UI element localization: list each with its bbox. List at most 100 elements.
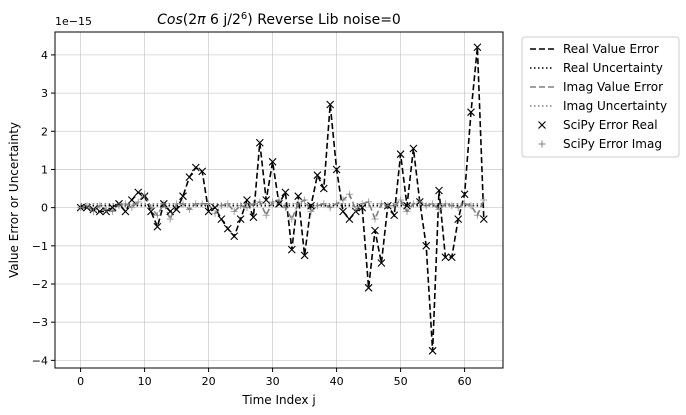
data-point-scipy-error-imag (109, 207, 117, 215)
legend-item-scipy-error-imag: SciPy Error Imag (538, 137, 662, 151)
data-point-scipy-error-real (396, 150, 405, 159)
legend-item-scipy-error-real: SciPy Error Real (538, 118, 658, 132)
data-point-scipy-error-imag (166, 215, 174, 223)
x-axis-label: Time Index j (241, 393, 315, 407)
y-tick-label: 1 (41, 163, 48, 176)
data-point-scipy-error-imag (403, 207, 411, 215)
series-line-imag-value-error (80, 192, 485, 222)
data-point-scipy-error-imag (313, 202, 321, 210)
data-point-scipy-error-real (281, 188, 290, 197)
data-point-scipy-error-real (307, 201, 315, 210)
data-point-scipy-error-real (230, 232, 239, 241)
y-tick-label: −3 (32, 316, 48, 329)
data-point-scipy-error-real (223, 224, 232, 233)
data-point-scipy-error-real (204, 207, 213, 216)
data-point-scipy-error-imag (377, 200, 385, 208)
data-point-scipy-error-imag (205, 200, 213, 208)
legend-label: SciPy Error Imag (563, 137, 662, 151)
data-point-scipy-error-real (300, 251, 309, 260)
legend-box (521, 36, 680, 158)
data-point-scipy-error-imag (179, 200, 187, 208)
legend-item-real-uncertainty: Real Uncertainty (530, 61, 663, 75)
data-point-scipy-error-imag (192, 200, 200, 208)
data-point-scipy-error-real (339, 207, 347, 216)
series-line-real-value-error (80, 47, 485, 351)
data-point-scipy-error-real (191, 163, 200, 172)
chart-title: Cos(2π 6 j/26) Reverse Lib noise=0 (157, 11, 401, 28)
data-point-scipy-error-imag (365, 198, 373, 206)
data-point-scipy-error-imag (467, 202, 475, 210)
grid (55, 32, 503, 368)
data-point-scipy-error-real (179, 192, 187, 201)
data-point-scipy-error-imag (83, 202, 91, 210)
data-point-scipy-error-imag (96, 202, 104, 210)
data-point-scipy-error-imag (198, 200, 206, 208)
data-point-scipy-error-real (134, 188, 143, 197)
axis-ticks: 0 10 20 30 40 50 60 −4 −3 −2 −1 0 1 2 3 4 (32, 49, 472, 388)
data-point-scipy-error-real (358, 203, 367, 212)
y-tick-label: 2 (41, 125, 48, 138)
data-point-scipy-error-real (409, 144, 418, 153)
data-point-scipy-error-real (275, 199, 283, 208)
data-point-scipy-error-real (377, 259, 386, 267)
data-point-scipy-error-real (255, 138, 264, 147)
data-point-scipy-error-imag (160, 200, 168, 208)
data-point-scipy-error-imag (320, 200, 328, 208)
x-tick-label: 40 (330, 375, 344, 388)
y-tick-label: 0 (41, 202, 48, 215)
data-point-scipy-error-real (294, 192, 303, 201)
data-point-scipy-error-imag (307, 207, 315, 215)
data-point-scipy-error-real (236, 215, 245, 223)
data-point-scipy-error-real (153, 222, 162, 231)
legend-swatch (538, 121, 546, 129)
data-point-scipy-error-imag (128, 204, 136, 212)
data-point-scipy-error-imag (371, 215, 379, 223)
data-point-scipy-error-imag (275, 196, 283, 204)
data-point-scipy-error-real (467, 108, 475, 117)
data-point-scipy-error-imag (473, 211, 481, 219)
data-point-scipy-error-imag (185, 206, 193, 214)
data-point-scipy-error-real (185, 173, 194, 181)
data-point-scipy-error-real (198, 167, 207, 176)
data-point-scipy-error-imag (448, 202, 456, 210)
data-point-scipy-error-imag (243, 204, 251, 212)
data-point-scipy-error-imag (134, 198, 142, 206)
data-point-scipy-error-imag (262, 211, 270, 219)
data-point-scipy-error-imag (454, 204, 462, 212)
data-point-scipy-error-real (428, 346, 437, 355)
data-point-scipy-error-imag (326, 204, 334, 212)
data-point-scipy-error-imag (249, 200, 257, 208)
data-point-scipy-error-real (403, 201, 411, 210)
legend-label: SciPy Error Real (563, 118, 658, 132)
data-point-scipy-error-imag (384, 202, 392, 210)
y-tick-label: −2 (32, 278, 48, 291)
data-point-scipy-error-real (371, 226, 379, 235)
data-point-scipy-error-imag (230, 207, 238, 215)
x-tick-label: 30 (266, 375, 280, 388)
data-point-scipy-error-imag (121, 200, 129, 208)
y-offset-text: 1e−15 (55, 15, 92, 28)
legend-item-imag-uncertainty: Imag Uncertainty (530, 99, 667, 113)
plot-frame (54, 31, 504, 369)
data-point-scipy-error-imag (269, 198, 277, 206)
data-point-scipy-error-real (147, 207, 155, 216)
data-point-scipy-error-imag (141, 190, 149, 198)
data-point-scipy-error-real (121, 207, 130, 216)
data-point-scipy-error-imag (416, 198, 424, 206)
data-point-scipy-error-imag (288, 215, 296, 223)
data-point-scipy-error-real (473, 43, 482, 52)
data-point-scipy-error-imag (352, 206, 360, 214)
data-point-scipy-error-real (390, 211, 399, 220)
data-point-scipy-error-real (435, 186, 443, 195)
data-point-scipy-error-imag (435, 206, 443, 214)
data-point-scipy-error-imag (333, 200, 341, 208)
x-tick-label: 20 (202, 375, 216, 388)
data-point-scipy-error-real (319, 184, 328, 193)
data-point-scipy-error-imag (358, 200, 366, 208)
data-point-scipy-error-real (447, 253, 456, 262)
data-point-scipy-error-real (95, 207, 104, 216)
data-point-scipy-error-imag (409, 200, 417, 208)
data-point-scipy-error-imag (224, 200, 232, 208)
data-point-scipy-error-real (262, 196, 271, 204)
data-point-scipy-error-real (268, 157, 277, 166)
